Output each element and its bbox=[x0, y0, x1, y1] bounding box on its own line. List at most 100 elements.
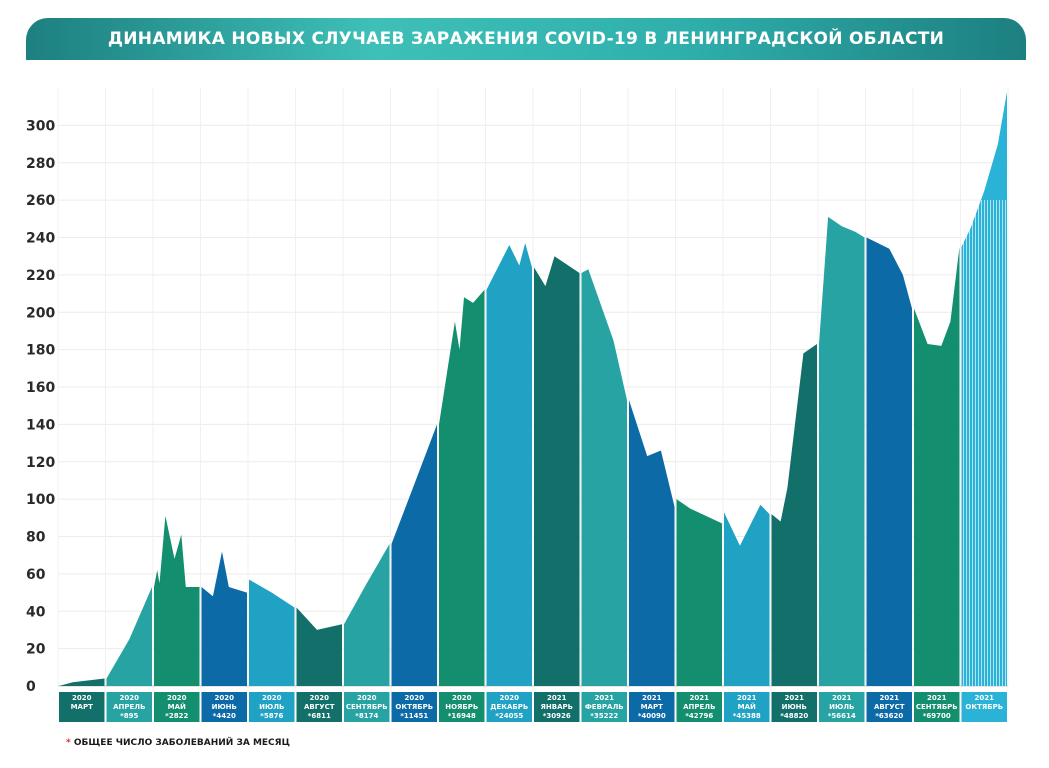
month-area bbox=[629, 400, 675, 686]
y-axis: 0 20 40 60 80 100 120 140 160 180 200 220 240 260 280 3… bbox=[26, 118, 55, 695]
footnote-star: * bbox=[66, 738, 71, 748]
month-year-label: 2020 bbox=[500, 694, 520, 702]
month-year-label: 2020 bbox=[262, 694, 282, 702]
y-tick-label: 80 bbox=[26, 530, 46, 546]
footnote-text: ОБЩЕЕ ЧИСЛО ЗАБОЛЕВАНИЙ ЗА МЕСЯЦ bbox=[73, 738, 290, 748]
month-total-label: *895 bbox=[120, 712, 138, 720]
month-areas bbox=[59, 91, 1007, 687]
month-year-label: 2020 bbox=[357, 694, 377, 702]
month-year-label: 2021 bbox=[832, 694, 852, 702]
month-label-cell bbox=[534, 692, 580, 722]
y-tick-label: 180 bbox=[26, 343, 55, 359]
month-label-band: 2020МАРТ2020АПРЕЛЬ*8952020МАЙ*28222020ИЮ… bbox=[59, 692, 1007, 722]
month-total-label: *8174 bbox=[355, 712, 378, 720]
month-name-label: СЕНТЯБРЬ bbox=[916, 703, 958, 711]
month-year-label: 2020 bbox=[405, 694, 425, 702]
month-area bbox=[439, 289, 485, 686]
month-name-label: МАРТ bbox=[641, 703, 664, 711]
month-total-label: *16948 bbox=[448, 712, 476, 720]
month-year-label: 2021 bbox=[975, 694, 995, 702]
y-tick-label: 300 bbox=[26, 118, 55, 134]
y-tick-label: 100 bbox=[26, 492, 55, 508]
y-tick-label: 40 bbox=[26, 604, 46, 620]
y-tick-label: 120 bbox=[26, 455, 55, 471]
month-year-label: 2021 bbox=[880, 694, 900, 702]
month-area bbox=[866, 237, 912, 686]
month-year-label: 2020 bbox=[72, 694, 92, 702]
month-name-label: АВГУСТ bbox=[874, 703, 905, 711]
month-total-label: *2822 bbox=[165, 712, 188, 720]
month-total-label: *6811 bbox=[308, 712, 331, 720]
month-label-cell bbox=[391, 692, 437, 722]
month-area bbox=[676, 499, 722, 686]
month-label-cell bbox=[771, 692, 817, 722]
y-tick-label: 200 bbox=[26, 305, 55, 321]
month-total-label: *69700 bbox=[923, 712, 951, 720]
month-year-label: 2021 bbox=[595, 694, 615, 702]
month-name-label: АПРЕЛЬ bbox=[113, 703, 145, 711]
y-tick-label: 240 bbox=[26, 231, 55, 247]
month-area bbox=[486, 243, 532, 686]
month-name-label: НОЯБРЬ bbox=[445, 703, 478, 711]
month-total-label: *48820 bbox=[780, 712, 808, 720]
month-name-label: ИЮНЬ bbox=[782, 703, 807, 711]
month-area bbox=[391, 424, 437, 686]
month-name-label: АПРЕЛЬ bbox=[683, 703, 715, 711]
y-tick-label: 20 bbox=[26, 642, 46, 658]
month-year-label: 2020 bbox=[215, 694, 235, 702]
month-name-label: ЯНВАРЬ bbox=[541, 703, 573, 711]
y-tick-label: 140 bbox=[26, 417, 55, 433]
month-year-label: 2021 bbox=[547, 694, 567, 702]
month-area bbox=[59, 678, 105, 686]
month-label-cell bbox=[629, 692, 675, 722]
month-year-label: 2021 bbox=[690, 694, 710, 702]
month-name-label: ФЕВРАЛЬ bbox=[585, 703, 624, 711]
month-total-label: *11451 bbox=[400, 712, 428, 720]
month-label-cell bbox=[154, 692, 200, 722]
chart-title: ДИНАМИКА НОВЫХ СЛУЧАЕВ ЗАРАЖЕНИЯ COVID-1… bbox=[26, 18, 1026, 60]
month-total-label: *45388 bbox=[733, 712, 761, 720]
month-label-cell bbox=[486, 692, 532, 722]
month-year-label: 2021 bbox=[927, 694, 947, 702]
month-label-cell bbox=[296, 692, 342, 722]
month-name-label: МАЙ bbox=[168, 702, 186, 711]
month-year-label: 2021 bbox=[642, 694, 662, 702]
month-total-label: *24055 bbox=[495, 712, 523, 720]
month-label-cell bbox=[439, 692, 485, 722]
month-label-cell bbox=[819, 692, 865, 722]
month-area bbox=[154, 515, 200, 686]
month-area bbox=[581, 269, 627, 686]
month-label-cell bbox=[866, 692, 912, 722]
month-label-cell bbox=[249, 692, 295, 722]
month-area bbox=[534, 256, 580, 686]
footnote: * ОБЩЕЕ ЧИСЛО ЗАБОЛЕВАНИЙ ЗА МЕСЯЦ bbox=[66, 738, 290, 748]
month-label-cell bbox=[106, 692, 152, 722]
month-total-label: *63620 bbox=[875, 712, 903, 720]
month-total-label: *42796 bbox=[685, 712, 713, 720]
month-year-label: 2020 bbox=[452, 694, 472, 702]
month-total-label: *5876 bbox=[260, 712, 283, 720]
month-year-label: 2020 bbox=[310, 694, 330, 702]
month-name-label: ОКТЯБРЬ bbox=[395, 703, 433, 711]
month-total-label: *56614 bbox=[828, 712, 856, 720]
month-year-label: 2021 bbox=[785, 694, 805, 702]
month-name-label: МАЙ bbox=[738, 702, 756, 711]
month-area bbox=[296, 607, 342, 686]
month-year-label: 2020 bbox=[167, 694, 187, 702]
y-tick-label: 0 bbox=[26, 679, 36, 695]
month-name-label: ДЕКАБРЬ bbox=[490, 703, 528, 711]
month-name-label: СЕНТЯБРЬ bbox=[346, 703, 388, 711]
month-label-cell bbox=[581, 692, 627, 722]
month-label-cell bbox=[344, 692, 390, 722]
month-name-label: ИЮЛЬ bbox=[829, 703, 854, 711]
month-area bbox=[249, 579, 295, 686]
month-area bbox=[771, 344, 817, 686]
month-area bbox=[914, 246, 960, 687]
month-label-cell bbox=[676, 692, 722, 722]
month-label-cell bbox=[914, 692, 960, 722]
y-tick-label: 220 bbox=[26, 268, 55, 284]
y-tick-label: 280 bbox=[26, 156, 55, 172]
month-year-label: 2020 bbox=[120, 694, 140, 702]
month-total-label: *30926 bbox=[543, 712, 571, 720]
